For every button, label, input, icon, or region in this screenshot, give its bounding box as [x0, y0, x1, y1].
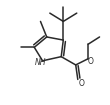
Text: O: O	[87, 57, 93, 66]
Text: O: O	[78, 79, 84, 88]
Text: NH: NH	[35, 58, 47, 67]
